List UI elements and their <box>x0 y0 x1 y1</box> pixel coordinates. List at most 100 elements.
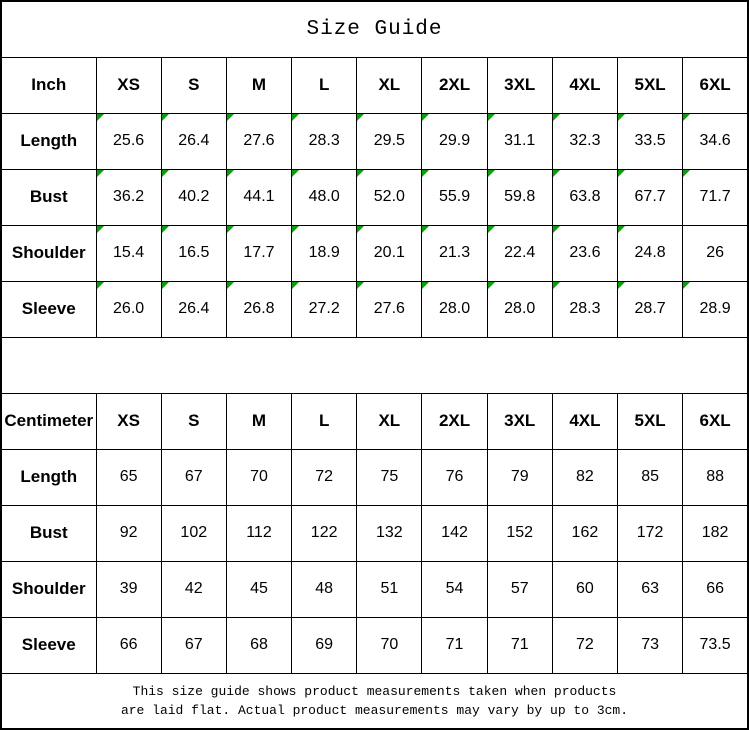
measurement-cell: 27.6 <box>225 112 293 170</box>
measurement-cell: 27.2 <box>291 280 358 338</box>
size-header-l: L <box>291 392 358 450</box>
measurement-cell: 85 <box>616 448 684 506</box>
size-header-xs: XS <box>95 56 162 114</box>
unit-header-inch: Inch <box>0 56 97 114</box>
measurement-cell: 142 <box>421 504 488 562</box>
size-header-2xl: 2XL <box>421 392 488 450</box>
size-header-m: M <box>225 392 293 450</box>
inch-shoulder-row: Shoulder 15.4 16.5 17.7 18.9 20.1 21.3 2… <box>0 224 749 282</box>
measurement-cell: 71 <box>421 616 488 674</box>
measurement-cell: 67 <box>160 448 227 506</box>
size-header-5xl: 5XL <box>616 56 684 114</box>
measurement-cell: 68 <box>225 616 293 674</box>
measurement-cell: 63.8 <box>551 168 619 226</box>
measurement-cell: 59.8 <box>486 168 553 226</box>
measurement-cell: 73.5 <box>682 616 749 674</box>
measurement-cell: 132 <box>356 504 423 562</box>
measurement-cell: 23.6 <box>551 224 619 282</box>
measurement-cell: 67.7 <box>616 168 684 226</box>
cm-shoulder-row: Shoulder 39 42 45 48 51 54 57 60 63 66 <box>0 560 749 618</box>
size-header-xs: XS <box>95 392 162 450</box>
measurement-cell: 17.7 <box>225 224 293 282</box>
measurement-cell: 28.9 <box>682 280 749 338</box>
measurement-cell: 42 <box>160 560 227 618</box>
measurement-cell: 57 <box>486 560 553 618</box>
size-header-s: S <box>160 56 227 114</box>
size-header-6xl: 6XL <box>682 392 749 450</box>
size-header-5xl: 5XL <box>616 392 684 450</box>
measurement-cell: 76 <box>421 448 488 506</box>
inch-length-row: Length 25.6 26.4 27.6 28.3 29.5 29.9 31.… <box>0 112 749 170</box>
size-header-m: M <box>225 56 293 114</box>
measurement-cell: 45 <box>225 560 293 618</box>
measurement-cell: 72 <box>551 616 619 674</box>
footer-row: This size guide shows product measuremen… <box>0 672 749 730</box>
measurement-cell: 33.5 <box>616 112 684 170</box>
measurement-cell: 44.1 <box>225 168 293 226</box>
measurement-cell: 15.4 <box>95 224 162 282</box>
page-title: Size Guide <box>0 0 749 58</box>
measurement-cell: 73 <box>616 616 684 674</box>
measurement-cell: 65 <box>95 448 162 506</box>
row-label: Length <box>0 448 97 506</box>
footer-line-2: are laid flat. Actual product measuremen… <box>120 702 629 718</box>
measurement-cell: 75 <box>356 448 423 506</box>
row-label: Shoulder <box>0 224 97 282</box>
measurement-cell: 172 <box>616 504 684 562</box>
measurement-cell: 28.7 <box>616 280 684 338</box>
measurement-cell: 52.0 <box>356 168 423 226</box>
measurement-cell: 67 <box>160 616 227 674</box>
spacer-row <box>0 336 749 394</box>
measurement-cell: 71 <box>486 616 553 674</box>
measurement-cell: 29.5 <box>356 112 423 170</box>
measurement-cell: 26 <box>682 224 749 282</box>
row-label: Sleeve <box>0 616 97 674</box>
row-label: Bust <box>0 168 97 226</box>
measurement-cell: 69 <box>291 616 358 674</box>
measurement-cell: 26.0 <box>95 280 162 338</box>
size-header-s: S <box>160 392 227 450</box>
measurement-cell: 39 <box>95 560 162 618</box>
measurement-cell: 102 <box>160 504 227 562</box>
measurement-cell: 66 <box>95 616 162 674</box>
size-header-xl: XL <box>356 392 423 450</box>
measurement-cell: 36.2 <box>95 168 162 226</box>
measurement-cell: 26.8 <box>225 280 293 338</box>
measurement-cell: 48 <box>291 560 358 618</box>
measurement-cell: 88 <box>682 448 749 506</box>
measurement-cell: 26.4 <box>160 280 227 338</box>
size-header-4xl: 4XL <box>551 56 619 114</box>
measurement-cell: 63 <box>616 560 684 618</box>
measurement-cell: 82 <box>551 448 619 506</box>
measurement-cell: 28.0 <box>486 280 553 338</box>
measurement-cell: 182 <box>682 504 749 562</box>
measurement-cell: 79 <box>486 448 553 506</box>
measurement-cell: 16.5 <box>160 224 227 282</box>
measurement-cell: 48.0 <box>291 168 358 226</box>
inch-sleeve-row: Sleeve 26.0 26.4 26.8 27.2 27.6 28.0 28.… <box>0 280 749 338</box>
cm-length-row: Length 65 67 70 72 75 76 79 82 85 88 <box>0 448 749 506</box>
spacer-cell <box>0 336 749 394</box>
measurement-cell: 60 <box>551 560 619 618</box>
unit-header-centimeter: Centimeter <box>0 392 97 450</box>
measurement-cell: 20.1 <box>356 224 423 282</box>
size-header-4xl: 4XL <box>551 392 619 450</box>
row-label: Sleeve <box>0 280 97 338</box>
measurement-cell: 34.6 <box>682 112 749 170</box>
measurement-cell: 24.8 <box>616 224 684 282</box>
footer-line-1: This size guide shows product measuremen… <box>132 683 617 699</box>
measurement-cell: 51 <box>356 560 423 618</box>
measurement-cell: 152 <box>486 504 553 562</box>
footer-note: This size guide shows product measuremen… <box>0 672 749 730</box>
measurement-cell: 55.9 <box>421 168 488 226</box>
measurement-cell: 122 <box>291 504 358 562</box>
measurement-cell: 18.9 <box>291 224 358 282</box>
measurement-cell: 22.4 <box>486 224 553 282</box>
measurement-cell: 162 <box>551 504 619 562</box>
measurement-cell: 27.6 <box>356 280 423 338</box>
size-header-2xl: 2XL <box>421 56 488 114</box>
measurement-cell: 29.9 <box>421 112 488 170</box>
measurement-cell: 25.6 <box>95 112 162 170</box>
